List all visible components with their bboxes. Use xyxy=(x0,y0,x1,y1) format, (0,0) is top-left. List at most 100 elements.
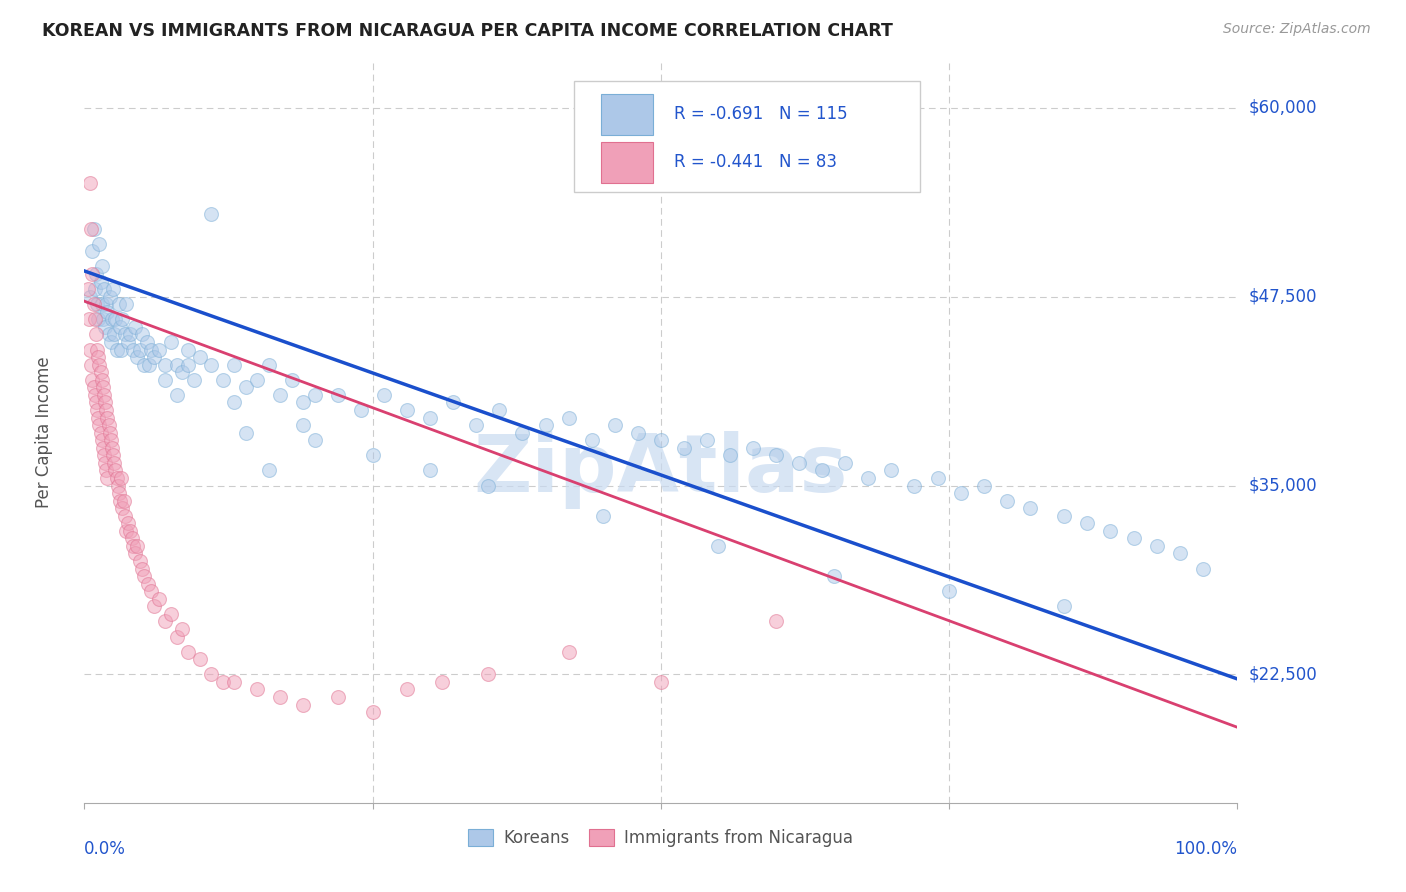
Point xyxy=(84,267,107,281)
Text: 0.0%: 0.0% xyxy=(84,840,127,858)
Point xyxy=(246,682,269,697)
Point xyxy=(235,380,257,394)
Point xyxy=(104,312,127,326)
Point xyxy=(83,221,105,235)
Point xyxy=(650,674,672,689)
Point xyxy=(121,539,143,553)
Point xyxy=(1146,539,1168,553)
Point xyxy=(124,547,146,561)
Point xyxy=(396,682,419,697)
Point xyxy=(823,569,845,583)
Point xyxy=(1076,516,1098,531)
Point xyxy=(115,524,138,538)
Point xyxy=(94,395,117,409)
Point xyxy=(83,297,105,311)
Point xyxy=(105,471,128,485)
Point xyxy=(96,410,118,425)
Point xyxy=(86,343,108,357)
Point xyxy=(160,607,183,621)
Point xyxy=(880,463,903,477)
Point xyxy=(166,630,188,644)
Point xyxy=(104,463,127,477)
Point xyxy=(136,576,159,591)
FancyBboxPatch shape xyxy=(575,81,921,192)
Point xyxy=(135,334,157,349)
Point xyxy=(1018,501,1040,516)
Point xyxy=(419,463,441,477)
Point xyxy=(108,493,131,508)
Point xyxy=(83,282,105,296)
Point xyxy=(938,584,960,599)
FancyBboxPatch shape xyxy=(600,142,652,183)
Point xyxy=(927,471,949,485)
Point xyxy=(76,282,98,296)
Point xyxy=(103,327,125,342)
Point xyxy=(83,380,105,394)
Text: $22,500: $22,500 xyxy=(1249,665,1317,683)
Point xyxy=(141,343,163,357)
Point xyxy=(396,403,419,417)
Point xyxy=(124,319,146,334)
Point xyxy=(177,343,200,357)
Point xyxy=(177,358,200,372)
Point xyxy=(79,177,101,191)
Point xyxy=(117,334,139,349)
Point xyxy=(257,463,280,477)
Point xyxy=(281,373,304,387)
Point xyxy=(153,373,176,387)
Point xyxy=(77,312,100,326)
Point xyxy=(141,584,163,599)
Point xyxy=(534,418,557,433)
Point xyxy=(304,388,326,402)
Point xyxy=(477,667,499,681)
Point xyxy=(101,312,124,326)
Point xyxy=(111,501,134,516)
Point xyxy=(707,539,730,553)
Point xyxy=(121,343,143,357)
Point xyxy=(131,327,153,342)
Point xyxy=(373,388,395,402)
Point xyxy=(166,358,188,372)
Point xyxy=(581,433,603,447)
Point xyxy=(211,373,233,387)
Point xyxy=(627,425,650,440)
Point xyxy=(91,380,114,394)
Point xyxy=(87,312,110,326)
Point xyxy=(787,456,810,470)
Point xyxy=(246,373,269,387)
Point xyxy=(98,425,121,440)
Point xyxy=(696,433,718,447)
Text: Source: ZipAtlas.com: Source: ZipAtlas.com xyxy=(1223,22,1371,37)
Point xyxy=(973,478,995,492)
Point xyxy=(134,358,156,372)
Point xyxy=(108,486,131,500)
Point xyxy=(110,471,132,485)
Point xyxy=(128,554,150,568)
Point xyxy=(87,410,110,425)
Point xyxy=(441,395,464,409)
Point xyxy=(1053,508,1076,523)
Point xyxy=(134,569,156,583)
Point xyxy=(361,448,384,462)
Point xyxy=(1122,532,1144,546)
Point xyxy=(101,441,124,455)
Point xyxy=(115,297,138,311)
Point xyxy=(488,403,510,417)
Legend: Koreans, Immigrants from Nicaragua: Koreans, Immigrants from Nicaragua xyxy=(461,822,860,854)
Point xyxy=(96,304,118,318)
Point xyxy=(114,508,136,523)
Point xyxy=(100,334,122,349)
Point xyxy=(304,433,326,447)
Point xyxy=(419,410,441,425)
Point xyxy=(96,403,118,417)
Point xyxy=(557,410,579,425)
Point xyxy=(326,690,349,704)
Point xyxy=(153,358,176,372)
Point xyxy=(1099,524,1122,538)
Text: $60,000: $60,000 xyxy=(1249,99,1317,117)
Point xyxy=(672,441,695,455)
Point xyxy=(257,358,280,372)
Point xyxy=(183,373,205,387)
Point xyxy=(765,615,787,629)
Point xyxy=(114,327,136,342)
